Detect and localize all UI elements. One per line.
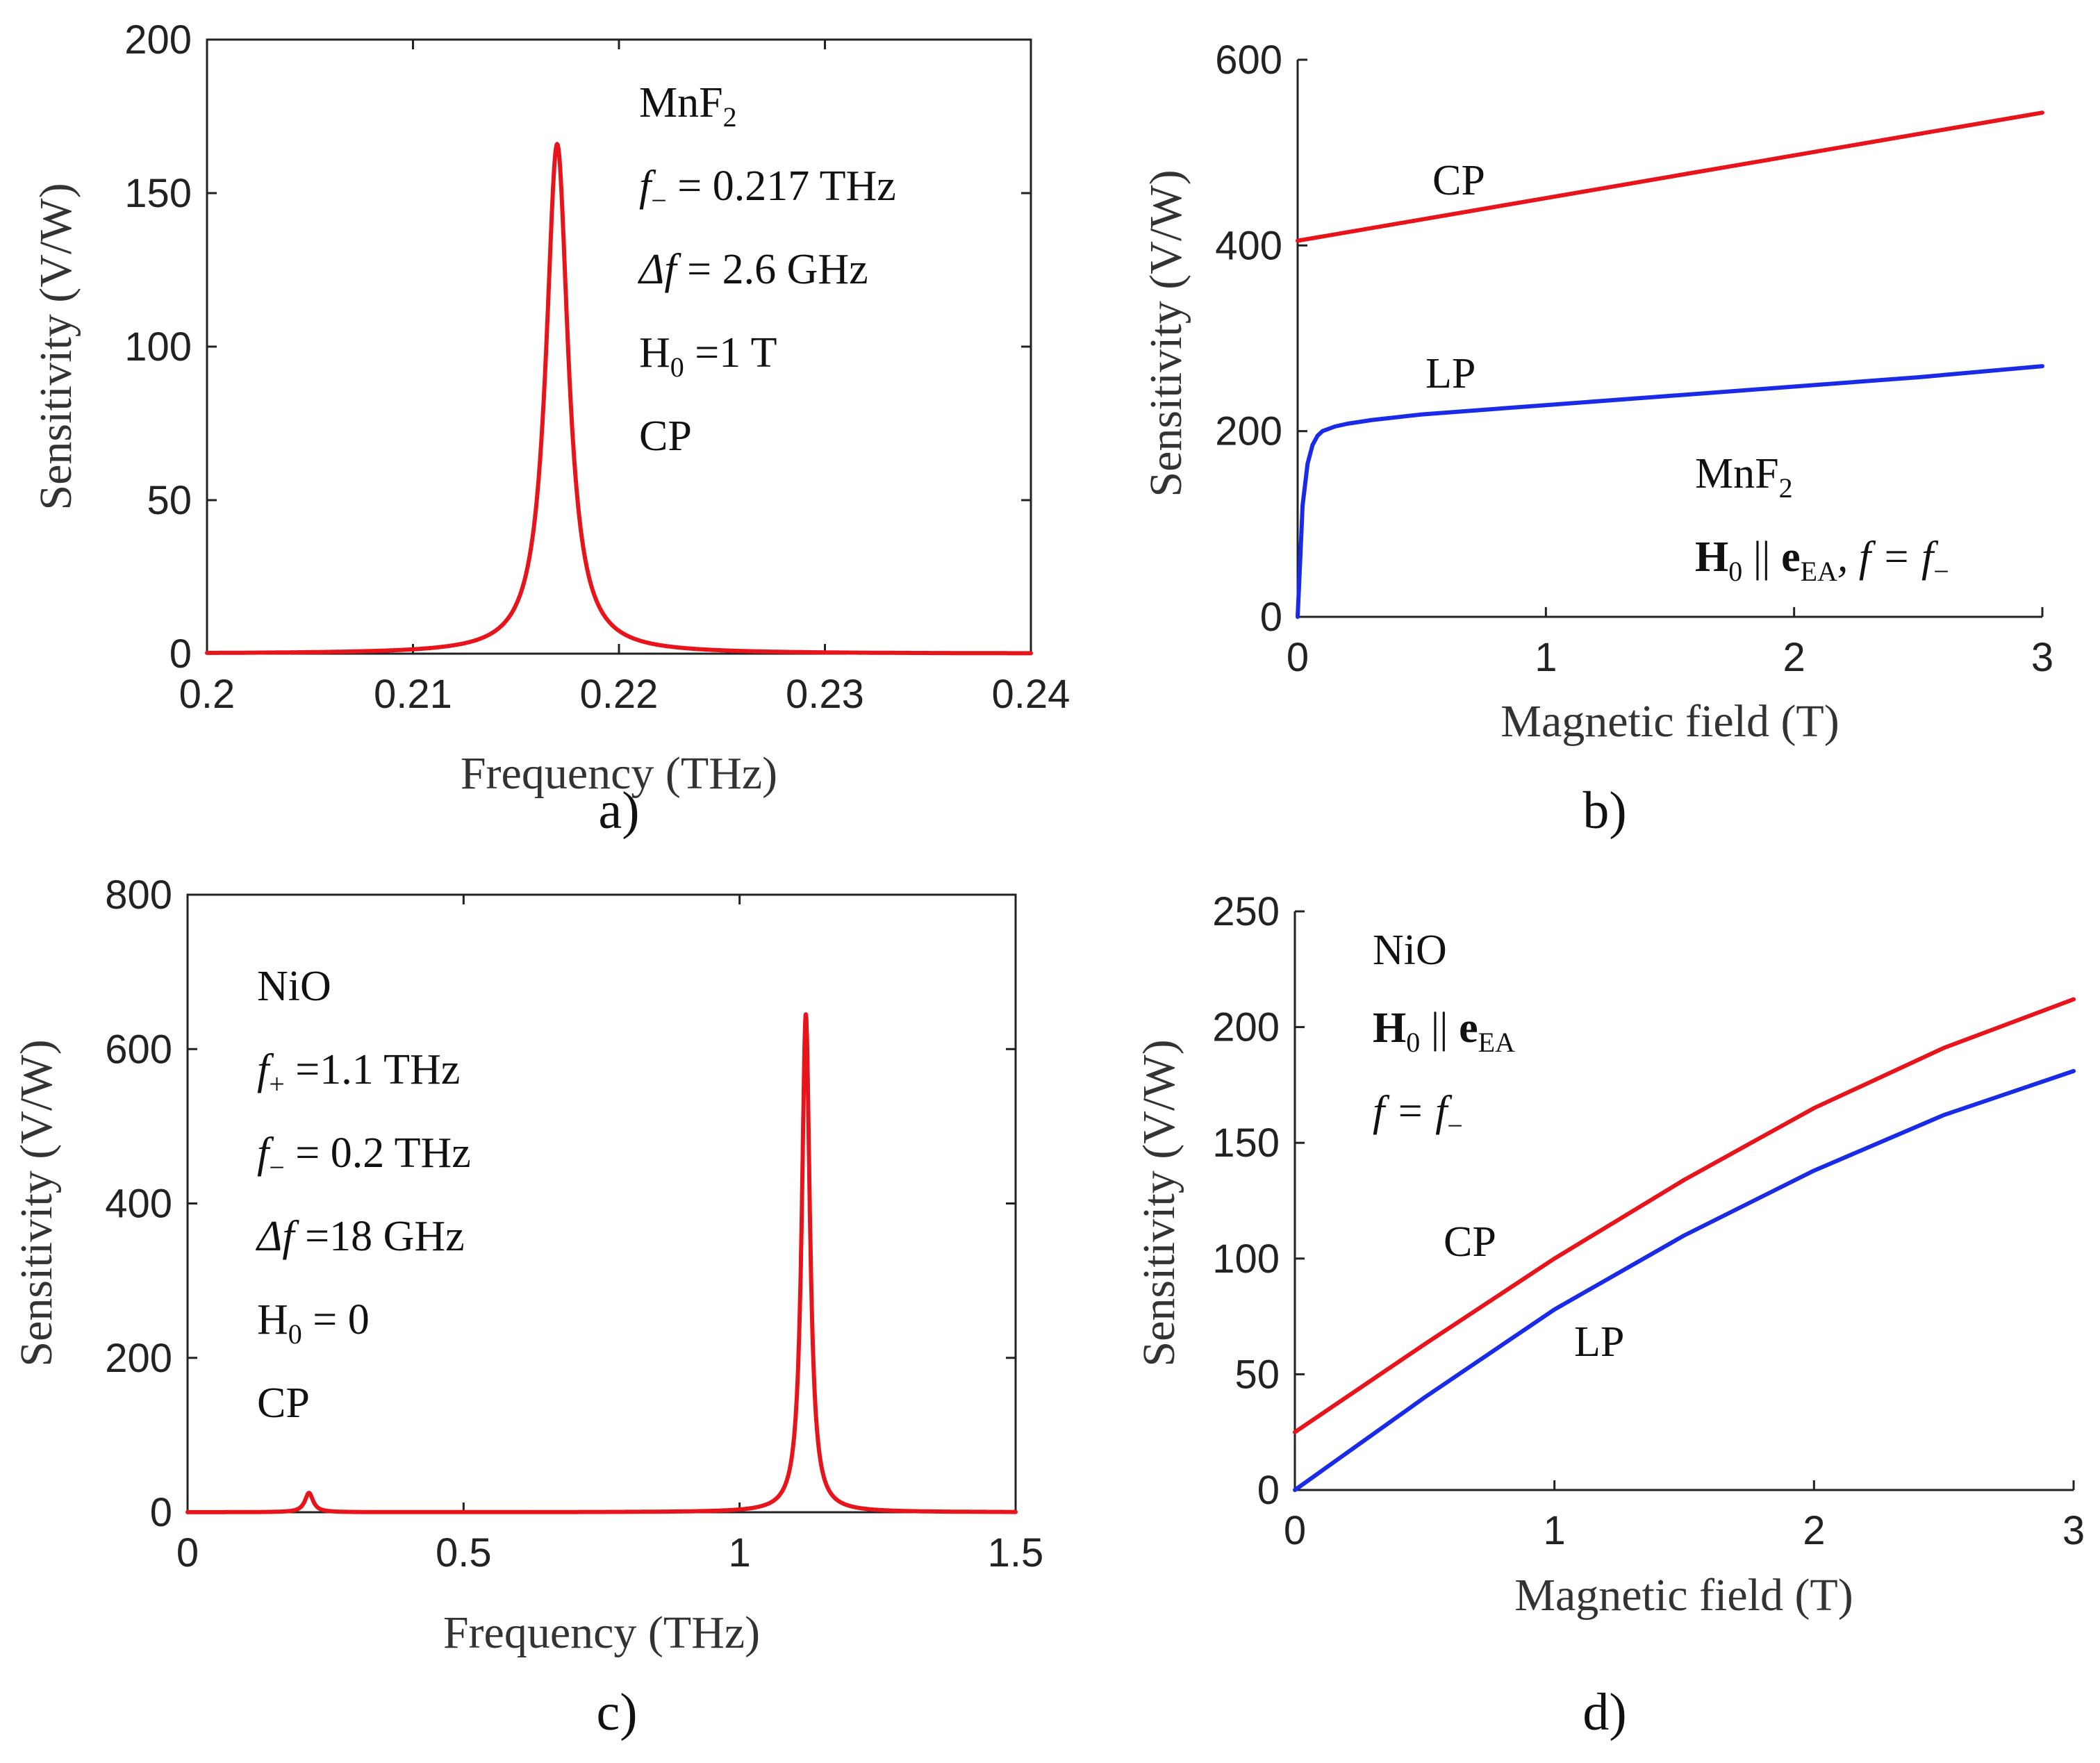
panel-c-x-tick-label: 1.5 bbox=[988, 1530, 1044, 1575]
panel-c-label: c) bbox=[596, 1683, 637, 1741]
panel-b-annotation: MnF2 H0 || eEA, f = f− bbox=[1695, 450, 1949, 587]
panel-a-resonance-frequency: f− = 0.217 THz bbox=[639, 163, 896, 216]
panel-b-x-tick-label: 3 bbox=[2031, 635, 2053, 680]
panel-a-x-tick-label: 0.23 bbox=[786, 672, 864, 717]
panel-a-plot-frame bbox=[206, 38, 1032, 655]
panel-c-series bbox=[185, 1012, 1018, 1514]
panel-b-cp-curve-label: CP bbox=[1432, 157, 1485, 204]
panel-d-y-tick-label: 150 bbox=[1212, 1120, 1280, 1166]
panel-d-y-tick-label: 100 bbox=[1212, 1236, 1280, 1282]
panel-a-label: a) bbox=[598, 781, 639, 840]
panel-a-x-ticks: 0.2 0.21 0.22 0.23 0.24 bbox=[179, 40, 1070, 717]
panel-b-mnf2-field-dependence: 0 1 2 3 0 200 400 600 Magnetic field (T) Sensi… bbox=[1141, 38, 2053, 840]
panel-a-y-tick-label: 50 bbox=[147, 478, 192, 523]
panel-c-material: NiO bbox=[257, 963, 331, 1010]
panel-d-y-tick-label: 200 bbox=[1212, 1005, 1280, 1050]
panel-b-x-tick-label: 0 bbox=[1287, 635, 1309, 680]
panel-d-x-tick-label: 1 bbox=[1544, 1508, 1566, 1553]
panel-a-x-tick-label: 0.24 bbox=[992, 672, 1070, 717]
panel-a-x-tick-label: 0.21 bbox=[374, 672, 452, 717]
panel-c-x-axis-label: Frequency (THz) bbox=[443, 1607, 760, 1658]
panel-a-linewidth: Δf = 2.6 GHz bbox=[637, 246, 868, 293]
panel-d-frequency-condition: f = f− bbox=[1373, 1088, 1463, 1141]
panel-c-fplus: f+ =1.1 THz bbox=[257, 1046, 460, 1100]
panel-b-y-ticks: 0 200 400 600 bbox=[1215, 38, 1307, 640]
panel-c-series-cp bbox=[185, 1012, 1018, 1514]
panel-d-annotation: NiO H0 || eEA f = f− bbox=[1373, 927, 1515, 1141]
panel-d-x-tick-label: 2 bbox=[1803, 1508, 1825, 1553]
panel-a-y-ticks: 0 50 100 150 200 bbox=[124, 17, 1031, 677]
panel-d-x-tick-label: 3 bbox=[2062, 1508, 2085, 1553]
panel-c-x-tick-label: 0 bbox=[176, 1530, 199, 1575]
panel-b-y-tick-label: 600 bbox=[1215, 38, 1282, 83]
panel-a-field: H0 =1 T bbox=[639, 329, 777, 383]
panel-b-material: MnF2 bbox=[1695, 450, 1793, 504]
panel-b-lp-curve-label: LP bbox=[1425, 350, 1475, 397]
panel-d-x-axis-label: Magnetic field (T) bbox=[1514, 1570, 1853, 1621]
panel-a-polarization: CP bbox=[639, 413, 692, 460]
panel-a-y-tick-label: 0 bbox=[170, 631, 192, 677]
panel-c-x-ticks: 0 0.5 1 1.5 bbox=[176, 895, 1043, 1575]
panel-a-x-tick-label: 0.2 bbox=[179, 672, 235, 717]
panel-d-lp-curve-label: LP bbox=[1574, 1318, 1624, 1366]
panel-b-series-cp bbox=[1296, 110, 2044, 243]
panel-c-nio-spectrum: 0 0.5 1 1.5 0 200 400 600 800 Frequency (THz) S… bbox=[11, 872, 1043, 1741]
panel-d-y-ticks: 0 50 100 150 200 250 bbox=[1212, 889, 1305, 1513]
panel-b-label: b) bbox=[1582, 781, 1626, 840]
panel-a-material: MnF2 bbox=[639, 79, 737, 133]
panel-c-y-tick-label: 0 bbox=[150, 1490, 172, 1535]
panel-c-x-tick-label: 0.5 bbox=[436, 1530, 492, 1575]
panel-b-condition: H0 || eEA, f = f− bbox=[1695, 533, 1949, 587]
panel-d-series bbox=[1293, 997, 2076, 1492]
panel-d-cp-curve-label: CP bbox=[1444, 1218, 1496, 1266]
panel-c-y-tick-label: 200 bbox=[105, 1336, 172, 1381]
panel-a-x-axis-label: Frequency (THz) bbox=[461, 748, 777, 799]
panel-b-y-tick-label: 400 bbox=[1215, 223, 1282, 268]
panel-d-series-lp bbox=[1293, 1068, 2076, 1492]
panel-d-y-tick-label: 50 bbox=[1234, 1352, 1280, 1397]
panel-c-fminus: f− = 0.2 THz bbox=[257, 1129, 471, 1183]
panel-a-y-tick-label: 100 bbox=[124, 324, 192, 370]
panel-b-series bbox=[1296, 110, 2044, 619]
panel-c-y-tick-label: 400 bbox=[105, 1182, 172, 1227]
panel-b-x-tick-label: 1 bbox=[1535, 635, 1557, 680]
panel-c-field: H0 = 0 bbox=[257, 1296, 370, 1350]
panel-d-material: NiO bbox=[1373, 927, 1447, 974]
panel-c-y-tick-label: 600 bbox=[105, 1027, 172, 1072]
panel-d-x-ticks: 0 1 2 3 bbox=[1284, 1480, 2085, 1553]
panel-c-polarization: CP bbox=[257, 1380, 310, 1427]
panel-d-y-tick-label: 0 bbox=[1257, 1468, 1280, 1513]
panel-a-y-axis-label: Sensitivity (V/W) bbox=[31, 183, 81, 510]
panel-c-y-ticks: 0 200 400 600 800 bbox=[105, 872, 1016, 1535]
panel-b-y-tick-label: 200 bbox=[1215, 409, 1282, 454]
panel-d-y-axis-label: Sensitivity (V/W) bbox=[1134, 1039, 1184, 1366]
panel-a-x-tick-label: 0.22 bbox=[580, 672, 659, 717]
panel-b-x-axis-label: Magnetic field (T) bbox=[1500, 696, 1839, 747]
panel-d-series-cp bbox=[1293, 997, 2076, 1434]
panel-a-y-tick-label: 200 bbox=[124, 17, 192, 63]
panel-b-series-lp bbox=[1296, 364, 2044, 619]
panel-a-series bbox=[205, 142, 1033, 656]
panel-c-x-tick-label: 1 bbox=[729, 1530, 751, 1575]
panel-a-y-tick-label: 150 bbox=[124, 171, 192, 216]
panel-d-x-tick-label: 0 bbox=[1284, 1508, 1306, 1553]
panel-b-y-tick-label: 0 bbox=[1260, 595, 1282, 640]
panel-c-annotation: NiO f+ =1.1 THz f− = 0.2 THz Δf =18 GHz … bbox=[255, 963, 471, 1427]
panel-a-mnf2-spectrum: 0.2 0.21 0.22 0.23 0.24 0 50 100 150 200 Frequen… bbox=[31, 17, 1070, 840]
panel-b-x-ticks: 0 1 2 3 bbox=[1287, 607, 2053, 680]
panel-b-x-tick-label: 2 bbox=[1783, 635, 1805, 680]
panel-a-series-cp bbox=[205, 142, 1033, 656]
panel-a-annotation: MnF2 f− = 0.217 THz Δf = 2.6 GHz H0 =1 T… bbox=[637, 79, 896, 460]
panel-d-label: d) bbox=[1582, 1683, 1626, 1741]
panel-d-y-tick-label: 250 bbox=[1212, 889, 1280, 934]
panel-c-linewidth: Δf =18 GHz bbox=[255, 1213, 465, 1260]
panel-c-y-axis-label: Sensitivity (V/W) bbox=[11, 1039, 62, 1366]
panel-b-y-axis-label: Sensitivity (V/W) bbox=[1141, 169, 1191, 497]
panel-c-y-tick-label: 800 bbox=[105, 872, 172, 918]
panel-d-field-condition: H0 || eEA bbox=[1373, 1004, 1515, 1058]
